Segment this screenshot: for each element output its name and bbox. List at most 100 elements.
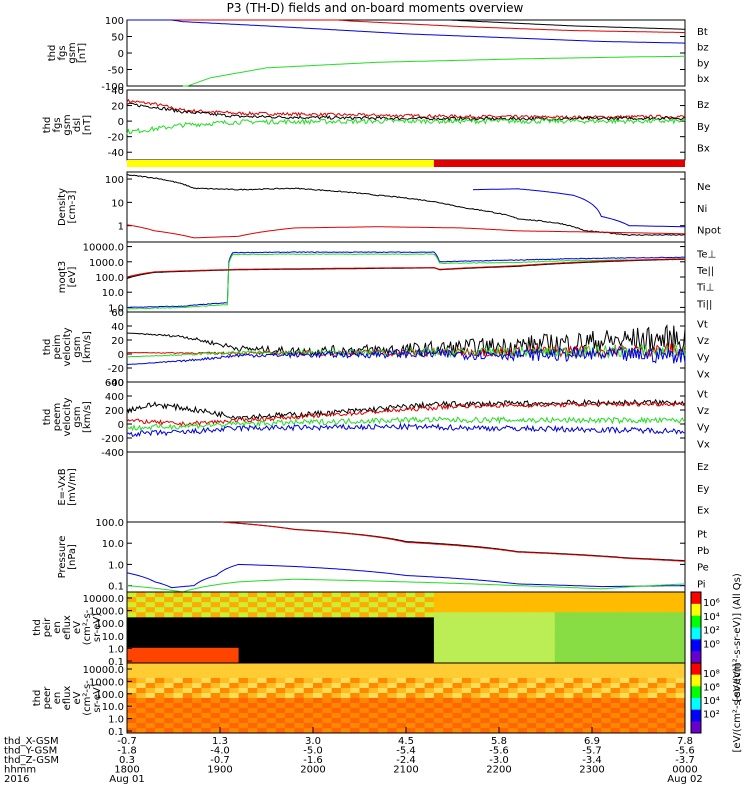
spectrogram-cell <box>433 708 444 714</box>
spectrogram-cell <box>275 632 286 639</box>
spectrogram-cell <box>173 703 184 709</box>
spectrogram-cell <box>173 668 184 674</box>
spectrogram-cell <box>173 647 184 654</box>
y-tick-label: 100 <box>105 16 124 27</box>
spectrogram-cell <box>657 698 667 704</box>
spectrogram-cell <box>619 663 630 669</box>
spectrogram-cell <box>201 713 212 719</box>
x-tick-label-2016: Aug 02 <box>667 774 702 785</box>
spectrogram-cell <box>554 622 565 628</box>
spectrogram-cell <box>489 627 500 634</box>
spectrogram-cell <box>647 652 658 659</box>
spectrogram-cell <box>182 632 193 639</box>
spectrogram-cell <box>508 607 519 613</box>
spectrogram-cell <box>313 602 323 608</box>
spectrogram-cell <box>601 602 612 608</box>
spectrogram-cell <box>452 647 463 654</box>
spectrogram-cell <box>303 597 314 603</box>
spectrogram-cell <box>406 708 416 714</box>
spectrogram-cell <box>582 668 593 674</box>
y-axis-label-line: [km/s] <box>82 401 93 433</box>
spectrogram-cell <box>238 723 249 729</box>
spectrogram-cell <box>415 663 426 669</box>
spectrogram-cell <box>480 622 491 628</box>
spectrogram-cell <box>638 657 649 664</box>
spectrogram-cell <box>480 668 491 674</box>
spectrogram-cell <box>564 597 574 603</box>
spectrogram-cell <box>238 592 249 598</box>
spectrogram-cell <box>424 673 435 679</box>
spectrogram-cell <box>638 723 649 729</box>
spectrogram-cell <box>433 683 444 689</box>
spectrogram-cell <box>471 642 481 649</box>
series-By <box>126 117 686 135</box>
spectrogram-cell <box>601 637 612 644</box>
spectrogram-cell <box>331 728 342 734</box>
spectrogram-cell <box>499 607 509 613</box>
spectrogram-cell <box>340 637 351 644</box>
spectrogram-cell <box>657 703 667 709</box>
spectrogram-cell <box>610 698 621 704</box>
spectrogram-cell <box>452 673 463 679</box>
spectrogram-cell <box>331 668 342 674</box>
spectrogram-cell <box>266 612 277 618</box>
spectrogram-cell <box>508 642 519 649</box>
y-tick-label: -40 <box>108 148 124 159</box>
spectrogram-cell <box>647 683 658 689</box>
spectrogram-cell <box>340 688 351 694</box>
spectrogram-cell <box>340 708 351 714</box>
spectrogram-cell <box>536 708 546 714</box>
spectrogram-cell <box>415 617 426 623</box>
colorbar-band <box>691 663 701 676</box>
spectrogram-cell <box>517 678 528 684</box>
spectrogram-cell <box>517 602 528 608</box>
legend-By: By <box>697 122 710 133</box>
spectrogram-cell <box>340 698 351 704</box>
legend-Pt: Pt <box>697 529 707 540</box>
spectrogram-cell <box>675 592 686 598</box>
y-tick-label: 0.1 <box>108 727 124 738</box>
spectrogram-cell <box>638 708 649 714</box>
spectrogram-cell <box>210 632 221 639</box>
spectrogram-cell <box>368 622 379 628</box>
spectrogram-cell <box>666 693 677 699</box>
x-tick-label-hhmm: 2200 <box>486 765 511 776</box>
spectrogram-cell <box>229 637 240 644</box>
spectrogram-cell <box>592 723 602 729</box>
spectrogram-cell <box>340 657 351 664</box>
spectrogram-cell <box>378 703 388 709</box>
spectrogram-cell <box>238 678 249 684</box>
spectrogram-cell <box>461 678 472 684</box>
spectrogram-cell <box>545 622 556 628</box>
spectrogram-cell <box>433 602 444 608</box>
legend-Ti||: Ti|| <box>696 299 712 310</box>
x-tick-label-thd_Y-GSM: -5.6 <box>489 746 509 757</box>
spectrogram-cell <box>247 607 258 613</box>
spectrogram-cell <box>238 657 249 664</box>
spectrogram-cell <box>582 678 593 684</box>
spectrogram-cell <box>210 647 221 654</box>
spectrogram-cell <box>368 632 379 639</box>
spectrogram-cell <box>313 597 323 603</box>
spectrogram-cell <box>629 683 639 689</box>
spectrogram-cell <box>154 698 165 704</box>
spectrogram-cell <box>322 713 333 719</box>
spectrogram-cell <box>331 642 342 649</box>
spectrogram-cell <box>592 657 602 664</box>
spectrogram-cell <box>192 718 202 724</box>
spectrogram-cell <box>378 688 388 694</box>
spectrogram-cell <box>182 642 193 649</box>
spectrogram-cell <box>182 607 193 613</box>
spectrogram-cell <box>536 597 546 603</box>
spectrogram-cell <box>247 663 258 669</box>
spectrogram-cell <box>275 637 286 644</box>
spectrogram-cell <box>545 612 556 618</box>
spectrogram-cell <box>675 607 686 613</box>
spectrogram-cell <box>378 607 388 613</box>
y-tick-label: -40 <box>108 378 124 389</box>
spectrogram-cell <box>415 597 426 603</box>
spectrogram-cell <box>294 612 305 618</box>
spectrogram-cell <box>489 683 500 689</box>
spectrogram-cell <box>443 612 453 618</box>
spectrogram-cell <box>573 602 584 608</box>
